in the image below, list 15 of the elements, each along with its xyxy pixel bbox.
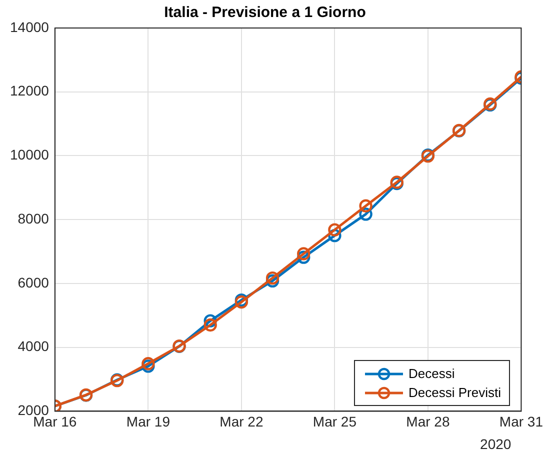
chart-title: Italia - Previsione a 1 Giorno xyxy=(164,4,366,22)
legend-label: Decessi xyxy=(408,366,455,381)
y-tick-label: 14000 xyxy=(10,18,50,35)
x-tick-label: Mar 19 xyxy=(126,413,170,430)
y-tick-label: 10000 xyxy=(10,146,50,163)
y-tick-label: 12000 xyxy=(10,82,50,99)
x-tick-label: Mar 25 xyxy=(312,413,357,430)
legend-label: Decessi Previsti xyxy=(408,385,501,400)
x-tick-label: Mar 28 xyxy=(406,413,450,430)
x-tick-label: Mar 31 xyxy=(499,413,544,430)
text: 2020 xyxy=(480,436,512,452)
y-tick-label: 4000 xyxy=(18,338,50,354)
y-tick-label: 6000 xyxy=(18,274,50,290)
x-tick-label: Mar 22 xyxy=(220,413,264,430)
y-tick-label: 8000 xyxy=(18,210,50,226)
